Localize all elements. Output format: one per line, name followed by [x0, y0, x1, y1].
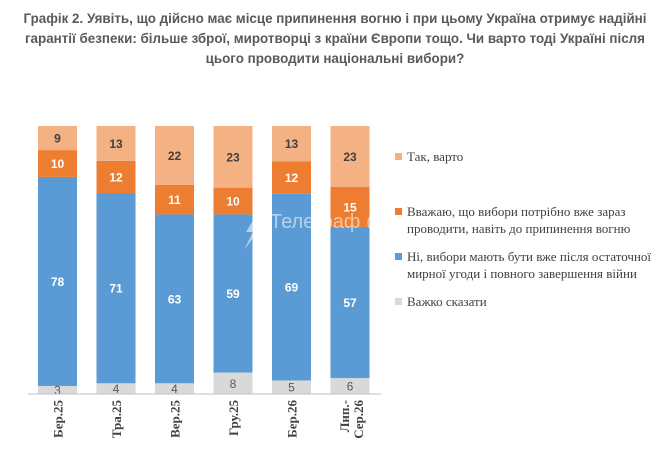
x-tick-label: Бер.25	[51, 400, 66, 438]
x-tick-label: Вер.25	[168, 400, 183, 438]
legend-swatch-now	[395, 208, 402, 215]
bar-segment-yes	[96, 126, 136, 161]
bar-segment-yes	[272, 126, 311, 162]
legend-swatch-hard	[395, 298, 402, 305]
data-label-no: 59	[226, 287, 240, 301]
legend-item-no: Ні, вибори мають бути вже після остаточн…	[395, 248, 655, 282]
data-label-now: 12	[109, 170, 123, 184]
bar-segment-no	[38, 176, 77, 386]
watermark: Телеграф @Tsupov	[244, 211, 450, 250]
bar-segment-no	[213, 214, 253, 373]
bar-segment-yes	[213, 126, 253, 188]
bar-segment-hard	[96, 383, 136, 394]
data-label-now: 12	[285, 171, 299, 185]
data-label-hard: 6	[347, 380, 354, 394]
data-label-hard: 8	[230, 377, 237, 391]
bar-segment-no	[330, 226, 370, 379]
data-label-yes: 23	[343, 150, 357, 164]
data-label-no: 69	[285, 281, 299, 295]
legend-item-yes: Так, варто	[395, 148, 655, 165]
data-label-now: 15	[343, 200, 357, 214]
legend-item-now: Вважаю, що вибори потрібно вже зараз про…	[395, 203, 655, 237]
bar-segment-yes	[330, 126, 370, 188]
watermark-text: Телеграф @Tsupov	[270, 211, 450, 233]
x-tick-label: Тра.25	[109, 400, 124, 439]
chart-title: Графік 2. Уявіть, що дійсно має місце пр…	[23, 11, 647, 66]
legend-label-hard: Важко сказати	[407, 294, 487, 309]
legend-swatch-no	[395, 253, 402, 260]
x-tick-label: Лип.-Сер.26	[337, 400, 366, 439]
x-axis: Бер.25 Тра.25 Вер.25 Гру.25 Бер.26 Лип.-Сер.2…	[28, 393, 381, 439]
legend-label-yes: Так, варто	[407, 149, 464, 164]
bar-segment-hard	[155, 383, 194, 394]
data-label-now: 10	[226, 195, 240, 209]
data-label-no: 71	[109, 282, 123, 296]
bar-segment-hard	[213, 372, 253, 394]
x-tick-label: Гру.25	[226, 400, 241, 436]
bar-segment-no	[272, 193, 311, 381]
bar-segment-now	[272, 161, 311, 194]
x-tick-label: Бер.26	[285, 400, 300, 438]
bar-segment-now	[155, 184, 194, 215]
bar-segment-no	[155, 214, 194, 384]
bars-group	[38, 126, 370, 394]
bar-segment-yes	[38, 126, 77, 151]
bar-segment-now	[330, 187, 370, 227]
data-label-no: 78	[51, 275, 65, 289]
bar-segment-now	[213, 187, 253, 215]
legend-label-now: Вважаю, що вибори потрібно вже зараз про…	[407, 204, 631, 236]
data-label-yes: 22	[168, 149, 182, 163]
bar-segment-hard	[330, 378, 370, 394]
data-label-yes: 13	[109, 137, 123, 151]
legend-swatch-yes	[395, 153, 402, 160]
bar-segment-no	[96, 193, 136, 384]
legend-label-no: Ні, вибори мають бути вже після остаточн…	[407, 249, 652, 281]
data-label-no: 63	[168, 292, 182, 306]
bar-segment-now	[38, 150, 77, 177]
data-label-now: 10	[51, 157, 65, 171]
data-label-now: 11	[168, 193, 181, 207]
telegraf-logo-icon	[244, 212, 262, 250]
bar-segment-yes	[155, 126, 194, 185]
data-label-hard: 4	[113, 382, 120, 396]
data-labels-group: 3 78 10 9 4 71 12 13 4 63 11 22 8 59 10 23 5 69 12 13 6 57 15 2…	[51, 132, 357, 398]
data-label-yes: 13	[285, 137, 299, 151]
data-label-hard: 3	[54, 383, 61, 397]
data-label-yes: 23	[226, 150, 240, 164]
data-label-no: 57	[343, 296, 357, 310]
bar-segment-hard	[38, 385, 77, 394]
legend-item-hard: Важко сказати	[395, 293, 655, 310]
data-label-hard: 4	[171, 382, 178, 396]
bar-segment-hard	[272, 380, 311, 394]
data-label-hard: 5	[288, 381, 295, 395]
legend: Так, варто Вважаю, що вибори потрібно вж…	[395, 148, 655, 310]
data-label-yes: 9	[54, 132, 61, 146]
bar-segment-now	[96, 160, 136, 193]
